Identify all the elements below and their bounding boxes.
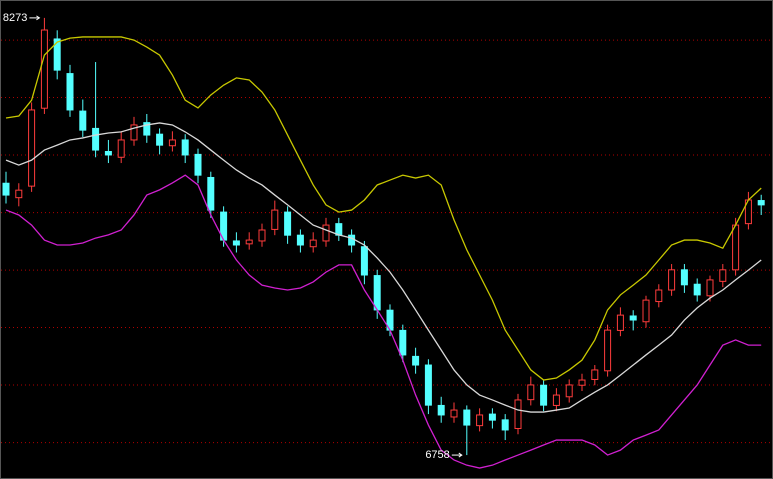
candle-body — [15, 189, 23, 199]
candle-body — [642, 299, 650, 323]
candle-body — [322, 224, 330, 242]
candle-body — [488, 413, 496, 421]
candle-body — [706, 279, 714, 297]
candle-body — [181, 139, 189, 156]
candle-body — [616, 314, 624, 331]
candle-body — [348, 234, 356, 246]
candle-body — [591, 369, 599, 380]
candle-body — [309, 239, 317, 248]
candle-body — [284, 211, 292, 236]
candle-body — [565, 384, 573, 398]
annotation-arrowhead — [458, 452, 463, 458]
candle-body — [412, 355, 420, 366]
candle-body — [53, 38, 61, 71]
candle-body — [79, 110, 87, 131]
candle-body — [104, 150, 112, 156]
candle-body — [463, 409, 471, 426]
candle-body — [143, 122, 151, 136]
candle-body — [501, 419, 509, 431]
candle-body — [40, 29, 48, 109]
candle-body — [66, 73, 74, 111]
candle-body — [732, 224, 740, 271]
candle-body — [296, 234, 304, 246]
candle-body — [373, 275, 381, 311]
candle-body — [271, 209, 279, 230]
band-line — [5, 36, 762, 381]
annotation-label: 6758 — [425, 449, 449, 461]
candle-body — [527, 384, 535, 401]
candle-body — [578, 379, 586, 386]
candle-body — [424, 364, 432, 406]
candle-body — [450, 409, 458, 418]
candle-body — [194, 153, 202, 176]
annotation-label: 8273 — [3, 12, 27, 24]
candle-body — [437, 404, 445, 416]
band-line — [5, 174, 762, 469]
candle-body — [604, 329, 612, 372]
candle-body — [2, 182, 10, 196]
candle-body — [693, 283, 701, 296]
candle-body — [655, 289, 663, 303]
candle-body — [156, 133, 164, 146]
band-line — [5, 122, 762, 413]
candle-body — [92, 127, 100, 151]
candle-body — [719, 269, 727, 282]
candle-body — [514, 399, 522, 430]
candle-body — [28, 109, 36, 187]
candle-body — [258, 229, 266, 242]
candle-body — [757, 200, 765, 206]
candle-body — [360, 246, 368, 276]
candle-body — [117, 139, 125, 158]
candle-body — [399, 329, 407, 356]
candle-body — [476, 414, 484, 427]
candle-body — [168, 139, 176, 147]
candle-body — [207, 176, 215, 211]
candle-body — [552, 394, 560, 406]
candle-body — [680, 269, 688, 286]
candle-body — [629, 315, 637, 321]
candle-body — [245, 239, 253, 245]
annotation-arrowhead — [36, 15, 41, 21]
candle-body — [540, 384, 548, 406]
candle-body — [130, 124, 138, 141]
candle-body — [668, 269, 676, 291]
candle-body — [232, 240, 240, 246]
